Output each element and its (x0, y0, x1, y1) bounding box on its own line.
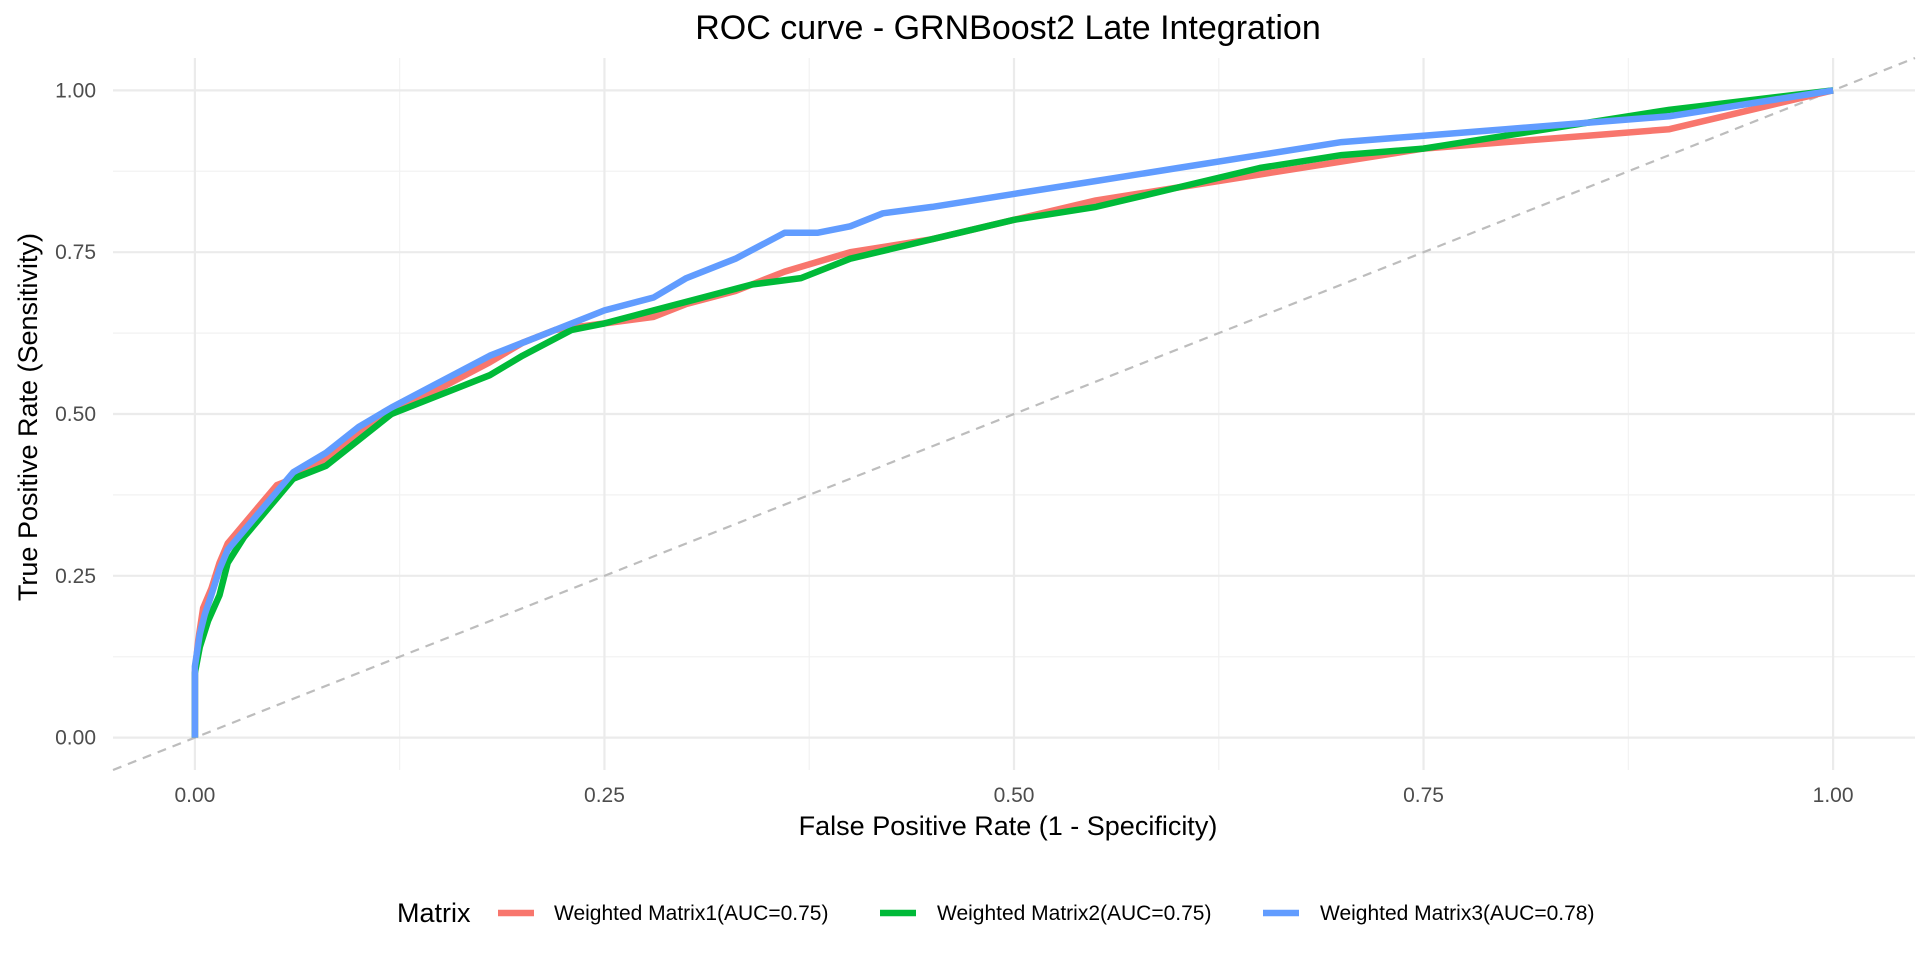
legend-label-matrix2: Weighted Matrix2(AUC=0.75) (937, 902, 1211, 925)
x-tick-label: 0.25 (584, 784, 625, 807)
x-tick-label: 0.50 (994, 784, 1035, 807)
x-tick-label: 0.00 (174, 784, 215, 807)
legend-title: Matrix (397, 898, 471, 928)
legend: Matrix Weighted Matrix1(AUC=0.75) Weighte… (397, 898, 1594, 928)
y-tick-label: 0.25 (55, 565, 96, 588)
x-tick-label: 0.75 (1403, 784, 1444, 807)
legend-label-matrix3: Weighted Matrix3(AUC=0.78) (1320, 902, 1594, 925)
roc-series (191, 87, 1834, 738)
legend-items: Weighted Matrix1(AUC=0.75) Weighted Matri… (498, 902, 1594, 925)
y-tick-label: 0.75 (55, 241, 96, 264)
x-axis-title: False Positive Rate (1 - Specificity) (799, 811, 1218, 841)
diagonal-reference-line (112, 56, 1916, 772)
x-axis-ticks: 0.00 0.25 0.50 0.75 1.00 (174, 784, 1853, 807)
y-tick-label: 0.00 (55, 727, 96, 750)
chart-title: ROC curve - GRNBoost2 Late Integration (695, 9, 1321, 47)
roc-curve-matrix3 (191, 87, 1834, 738)
y-tick-label: 1.00 (55, 79, 96, 102)
x-tick-label: 1.00 (1813, 784, 1854, 807)
y-tick-label: 0.50 (55, 403, 96, 426)
roc-curve-matrix2 (191, 87, 1834, 738)
y-axis-ticks: 0.00 0.25 0.50 0.75 1.00 (55, 79, 96, 749)
legend-label-matrix1: Weighted Matrix1(AUC=0.75) (554, 902, 828, 925)
y-axis-title: True Positive Rate (Sensitivity) (13, 233, 43, 601)
